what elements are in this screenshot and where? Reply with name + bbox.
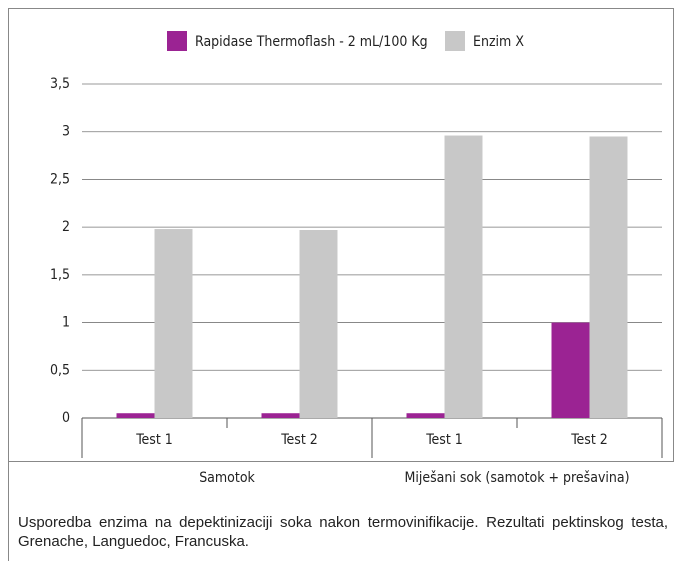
- x-tick-label: Test 1: [425, 432, 463, 448]
- y-tick-label: 3: [62, 124, 70, 140]
- x-tick-label: Test 2: [570, 432, 608, 448]
- bar: [261, 413, 300, 418]
- y-tick-label: 0: [62, 410, 70, 426]
- y-tick-label: 2,5: [50, 171, 70, 187]
- group-label: Samotok: [199, 470, 255, 486]
- bar: [589, 136, 628, 418]
- y-tick-label: 3,5: [50, 76, 70, 92]
- legend-label: Enzim X: [473, 34, 524, 50]
- bar: [299, 230, 338, 418]
- bar: [444, 135, 483, 418]
- bar: [406, 413, 445, 418]
- bar: [116, 413, 155, 418]
- y-tick-label: 1: [62, 315, 70, 331]
- group-label: Miješani sok (samotok + prešavina): [404, 470, 629, 486]
- legend-swatch: [445, 31, 465, 51]
- y-tick-label: 1,5: [50, 267, 70, 283]
- x-tick-label: Test 1: [135, 432, 173, 448]
- bar: [154, 229, 193, 418]
- x-tick-label: Test 2: [280, 432, 318, 448]
- frame: [8, 8, 674, 462]
- caption: Usporedba enzima na depektinizaciji soka…: [18, 514, 668, 550]
- y-tick-label: 2: [62, 219, 70, 235]
- legend-label: Rapidase Thermoflash - 2 mL/100 Kg: [195, 34, 428, 50]
- bar: [551, 322, 590, 418]
- legend-swatch: [167, 31, 187, 51]
- y-tick-label: 0,5: [50, 362, 70, 378]
